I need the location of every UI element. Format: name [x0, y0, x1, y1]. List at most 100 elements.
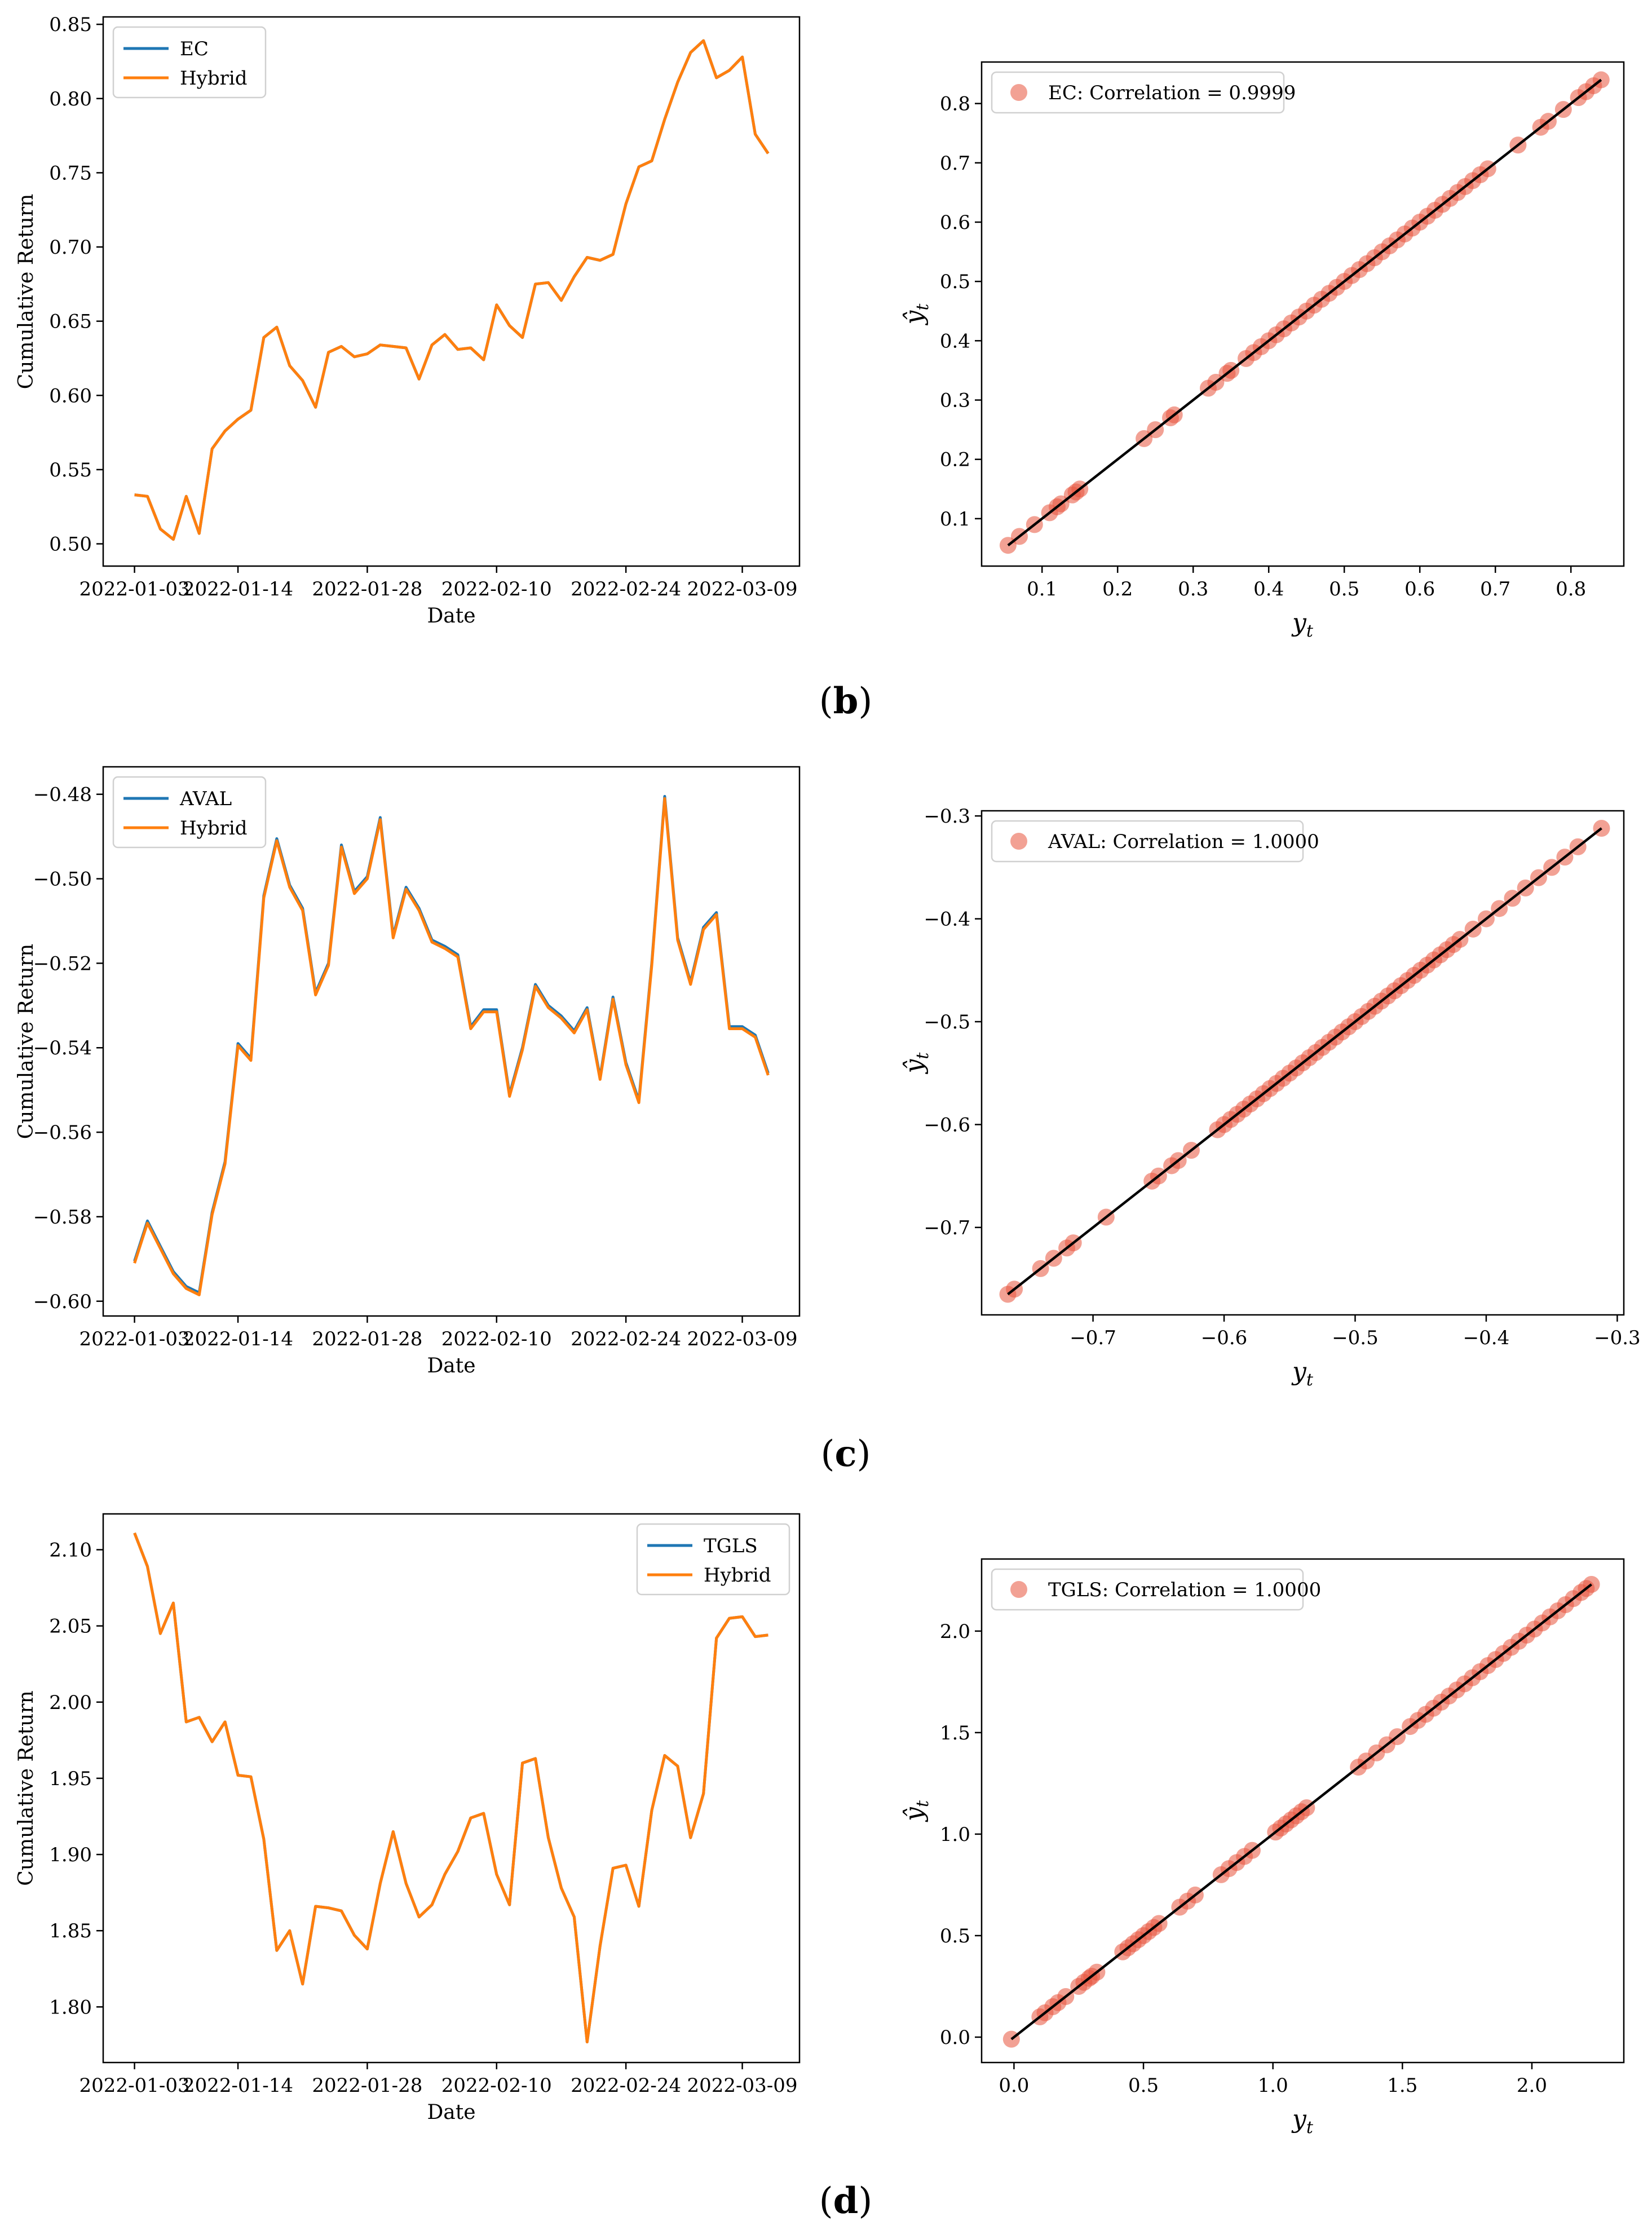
y-axis-title: Cumulative Return [15, 194, 38, 390]
x-axis-title: Date [427, 1354, 475, 1377]
y-tick-label: 1.95 [49, 1768, 92, 1790]
y-tick-label: 1.0 [940, 1823, 970, 1846]
y-tick-label: 2.10 [49, 1539, 92, 1562]
axes-frame [980, 61, 1625, 567]
scatter-chart: 0.0 0.5 1.0 1.5 2.0 0.0 0.5 1.0 1.5 2.0 yt ŷt TGLS: … [900, 1558, 1625, 2138]
x-tick-label: −0.3 [1594, 1327, 1641, 1349]
x-tick-label: −0.4 [1463, 1327, 1510, 1349]
y-tick-label: −0.48 [33, 784, 92, 806]
series-line-tgls [133, 1532, 768, 2043]
axes-frame [980, 810, 1625, 1316]
fit-line [1010, 1583, 1592, 2041]
x-tick-label: 2022-01-28 [312, 578, 422, 600]
x-axis-title: yt [1291, 1357, 1314, 1390]
y-tick-label: 2.05 [49, 1615, 92, 1638]
legend-label: AVAL: Correlation = 1.0000 [1048, 831, 1319, 853]
x-axis-title: yt [1291, 2105, 1314, 2138]
y-tick-label: 2.00 [49, 1692, 92, 1714]
y-tick-label: 0.85 [49, 14, 92, 36]
y-tick-label: 1.85 [49, 1920, 92, 1942]
x-tick-label: 2022-02-24 [571, 578, 681, 600]
axes-frame [980, 1558, 1625, 2064]
axes-frame [102, 16, 801, 567]
x-tick-label: 0.0 [999, 2074, 1029, 2097]
x-tick-label: 2022-01-28 [312, 2074, 422, 2097]
legend-label: TGLS: Correlation = 1.0000 [1048, 1579, 1321, 1601]
legend-label: EC [180, 38, 209, 60]
legend-label: AVAL [179, 788, 232, 810]
legend-label: TGLS [704, 1535, 758, 1557]
x-tick-label: 2022-02-10 [441, 2074, 552, 2097]
y-axis-title: Cumulative Return [15, 944, 38, 1140]
legend-box [112, 776, 267, 849]
y-tick-label: 0.50 [49, 533, 92, 556]
y-tick-label: −0.5 [924, 1011, 970, 1034]
y-axis-title: ŷt [900, 1800, 933, 1822]
fit-line [1007, 827, 1602, 1296]
x-tick-label: 2022-03-09 [687, 2074, 798, 2097]
fit-line [1007, 78, 1602, 546]
x-tick-label: 1.0 [1258, 2074, 1288, 2097]
legend-box [636, 1523, 790, 1596]
y-tick-label: 0.7 [940, 152, 970, 175]
scatter-chart: −0.7 −0.6 −0.5 −0.4 −0.3 −0.7 −0.6 −0.5 −0.4 −0.3… [900, 805, 1641, 1390]
x-tick-label: −0.5 [1332, 1327, 1379, 1349]
line-chart: 1.801.851.901.952.002.052.102022-01-0320… [15, 1513, 801, 2124]
legend-box [991, 820, 1304, 863]
y-tick-label: 0.55 [49, 459, 92, 482]
x-tick-label: 1.5 [1387, 2074, 1417, 2097]
legend-marker [1010, 1581, 1027, 1598]
line-chart: 0.50 0.55 0.60 0.65 0.70 0.75 0.80 0.85 2022-01-… [15, 14, 801, 628]
y-tick-label: 0.3 [940, 390, 970, 412]
y-tick-label: 0.8 [940, 93, 970, 116]
y-tick-label: 0.1 [940, 508, 970, 531]
y-tick-label: 1.90 [49, 1844, 92, 1866]
x-tick-label: 2022-03-09 [687, 578, 798, 600]
x-tick-label: 2022-02-10 [441, 578, 552, 600]
x-tick-label: 0.2 [1102, 578, 1133, 600]
series-line-aval [133, 794, 770, 1295]
x-tick-label: 0.1 [1027, 578, 1057, 600]
x-axis-title: Date [427, 604, 475, 628]
y-tick-label: −0.6 [924, 1114, 970, 1136]
y-tick-label: −0.60 [33, 1291, 92, 1313]
panel-label: (d) [819, 2180, 873, 2222]
x-tick-label: 2022-03-09 [687, 1328, 798, 1350]
legend-marker [1010, 84, 1027, 101]
y-tick-label: −0.3 [924, 805, 970, 828]
y-tick-label: −0.58 [33, 1206, 92, 1229]
legend-marker [1010, 833, 1027, 850]
x-tick-label: 0.5 [1329, 578, 1359, 600]
x-tick-label: 0.3 [1178, 578, 1208, 600]
x-tick-label: 0.8 [1556, 578, 1586, 600]
legend-label: Hybrid [704, 1564, 771, 1587]
series-line-hybrid [133, 1532, 768, 2043]
x-axis-title: Date [427, 2101, 475, 2124]
y-tick-label: 2.0 [940, 1620, 970, 1643]
y-tick-label: 0.65 [49, 311, 92, 333]
series-line-ec [134, 39, 770, 541]
y-tick-label: 0.2 [940, 449, 970, 471]
axes-frame [102, 766, 801, 1317]
x-axis-title: yt [1291, 608, 1314, 641]
x-tick-label: 0.5 [1128, 2074, 1159, 2097]
y-tick-label: −0.52 [33, 952, 92, 975]
y-tick-label: −0.54 [33, 1037, 92, 1059]
x-tick-label: 2022-01-03 [79, 578, 190, 600]
legend-box [991, 71, 1285, 114]
x-tick-label: 2022-01-28 [312, 1328, 422, 1350]
x-tick-label: 2022-02-10 [441, 1328, 552, 1350]
legend-box [112, 26, 267, 99]
legend-label: Hybrid [180, 67, 248, 90]
y-tick-label: −0.50 [33, 868, 92, 891]
x-tick-label: −0.6 [1201, 1327, 1248, 1349]
x-tick-label: 0.6 [1404, 578, 1435, 600]
series-line-hybrid [133, 797, 770, 1296]
y-tick-label: 1.80 [49, 1996, 92, 2019]
y-tick-label: 0.80 [49, 88, 92, 111]
x-tick-label: 0.7 [1480, 578, 1510, 600]
y-tick-label: 1.5 [940, 1722, 970, 1745]
y-tick-label: −0.7 [924, 1217, 970, 1239]
x-tick-label: 0.4 [1253, 578, 1284, 600]
